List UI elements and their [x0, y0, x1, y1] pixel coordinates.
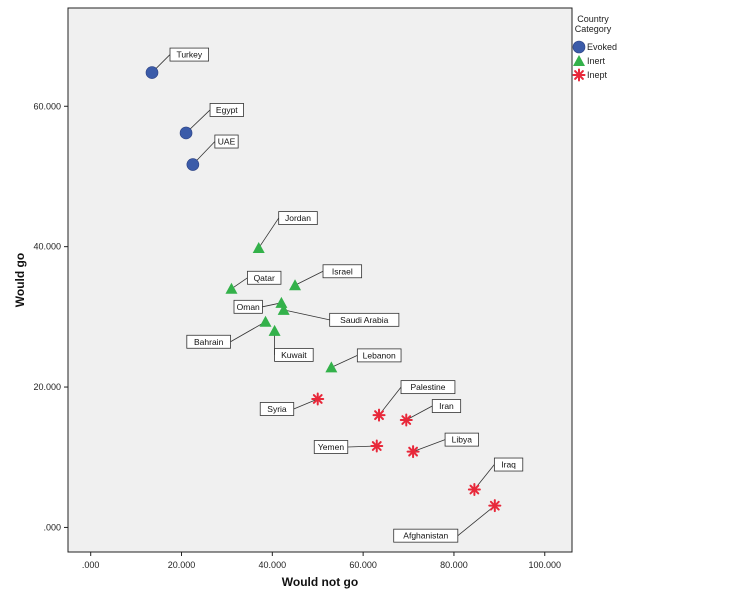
- callout-leader-line: [258, 217, 280, 249]
- point-label: Bahrain: [194, 337, 224, 347]
- data-point-evoked: [179, 126, 193, 140]
- callout-box: [274, 347, 314, 362]
- legend-marker-inept: [572, 68, 586, 82]
- point-label: Afghanistan: [403, 531, 448, 541]
- point-label: Jordan: [285, 213, 311, 223]
- callout-leader-line: [294, 270, 324, 286]
- data-point-inert: [275, 296, 288, 308]
- callout-box: [493, 457, 524, 472]
- x-tick-label: 80.000: [440, 560, 468, 570]
- data-point-inept: [488, 499, 502, 513]
- callout-box: [322, 264, 363, 279]
- callout-box: [209, 103, 244, 117]
- point-label: Saudi Arabia: [340, 315, 388, 325]
- callout-box: [400, 380, 456, 395]
- data-point-inept: [406, 445, 420, 459]
- y-tick-label: 40.000: [33, 242, 61, 252]
- legend-label: Inert: [587, 56, 606, 66]
- callout-box: [313, 440, 349, 454]
- legend-marker-evoked: [572, 40, 586, 54]
- point-label: Lebanon: [363, 350, 396, 360]
- data-point-inert: [325, 361, 338, 373]
- data-point-inept: [311, 392, 325, 406]
- callout-box: [233, 299, 263, 314]
- data-markers: [145, 66, 502, 513]
- callout-box: [259, 402, 295, 416]
- callout-box: [329, 312, 400, 327]
- callout-box: [431, 399, 462, 413]
- point-label: Turkey: [176, 50, 202, 60]
- callout-leader-line: [331, 355, 358, 368]
- y-axis-title: Would go: [13, 253, 27, 307]
- callout-leader-line: [230, 321, 266, 343]
- callout-leader-line: [406, 405, 433, 421]
- callout-box: [186, 334, 231, 349]
- point-label: Egypt: [216, 105, 238, 115]
- point-label: Iran: [439, 401, 454, 411]
- point-label: Libya: [452, 435, 473, 445]
- data-point-inert: [252, 242, 265, 254]
- callout-leader-line: [457, 505, 496, 536]
- point-label: Israel: [332, 266, 353, 276]
- data-point-evoked: [145, 66, 159, 79]
- callout-leader-line: [412, 439, 446, 452]
- callout-leader-line: [293, 398, 318, 410]
- callout-box: [214, 134, 239, 149]
- legend-title: Country: [577, 14, 609, 24]
- data-point-inert: [259, 315, 272, 327]
- data-point-inept: [370, 439, 384, 453]
- callout-box: [247, 270, 282, 285]
- legend-marker-inert: [573, 55, 585, 66]
- point-label: Oman: [237, 302, 260, 312]
- legend-label: Evoked: [587, 42, 617, 52]
- x-tick-label: 40.000: [259, 560, 287, 570]
- callout-leader-line: [231, 277, 248, 290]
- point-label: Yemen: [318, 442, 344, 452]
- data-point-inert: [277, 303, 290, 315]
- point-label: Iraq: [501, 460, 516, 470]
- data-point-evoked: [186, 158, 200, 171]
- callout-box: [356, 348, 402, 363]
- y-tick-label: .000: [43, 522, 61, 532]
- data-point-inert: [289, 279, 302, 291]
- x-tick-label: .000: [82, 560, 100, 570]
- data-point-inept: [372, 408, 386, 422]
- legend-label: Inept: [587, 70, 608, 80]
- plot-area: [67, 7, 573, 553]
- point-label: Qatar: [254, 273, 275, 283]
- data-point-inert: [268, 324, 281, 336]
- callout-box: [393, 528, 459, 543]
- point-label: Syria: [267, 404, 287, 414]
- callout-box: [444, 432, 479, 447]
- x-tick-label: 100.000: [528, 560, 561, 570]
- x-axis-title: Would not go: [282, 575, 358, 589]
- callout-box: [169, 47, 209, 62]
- data-point-inept: [467, 483, 481, 497]
- callout-leader-line: [283, 309, 330, 321]
- y-tick-label: 60.000: [33, 101, 61, 111]
- point-callouts: Turkey Egypt UAE Jordan Qatar Israel Oman Saudi…: [151, 47, 524, 543]
- callout-box: [278, 211, 318, 225]
- y-axis: .000 20.000 40.000 60.000: [33, 101, 68, 532]
- legend-title: Category: [575, 24, 612, 34]
- point-label: Kuwait: [281, 350, 307, 360]
- x-axis: .000 20.000 40.000 60.000 80.000 100.000: [82, 552, 561, 570]
- data-point-inept: [399, 413, 413, 427]
- point-label: Palestine: [410, 382, 445, 392]
- y-tick-label: 20.000: [33, 382, 61, 392]
- x-tick-label: 60.000: [349, 560, 377, 570]
- point-label: UAE: [218, 137, 236, 147]
- x-tick-label: 20.000: [168, 560, 196, 570]
- data-point-inert: [225, 282, 238, 294]
